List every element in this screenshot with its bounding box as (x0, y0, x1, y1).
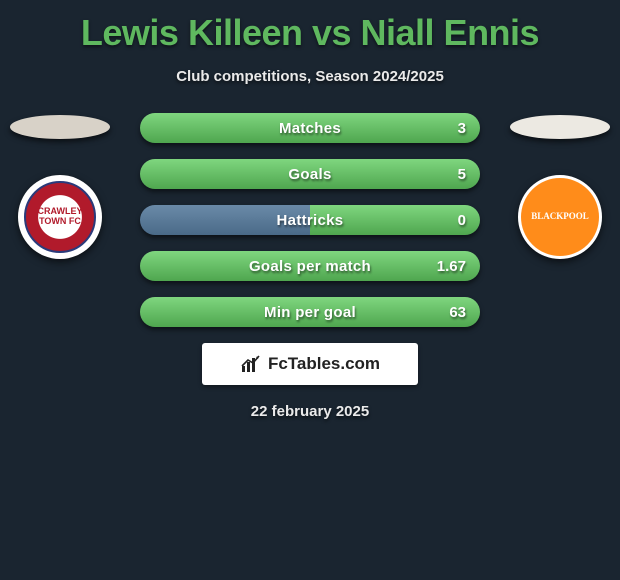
stat-bar-row: Goals5 (140, 159, 480, 189)
stat-bar-row: Min per goal63 (140, 297, 480, 327)
club-badge-left: CRAWLEY TOWN FC (18, 175, 102, 259)
subtitle: Club competitions, Season 2024/2025 (0, 68, 620, 85)
stat-bar-label: Goals per match (140, 251, 480, 281)
stat-bar-label: Goals (140, 159, 480, 189)
comparison-panel: CRAWLEY TOWN FC BLACKPOOL Matches3 Goals5… (0, 113, 620, 327)
stat-bar-label: Matches (140, 113, 480, 143)
stat-bars: Matches3 Goals5 Hattricks0 Goals per match1… (140, 113, 480, 327)
page-title: Lewis Killeen vs Niall Ennis (0, 0, 620, 54)
stat-bar-right-value: 5 (458, 159, 466, 189)
stat-bar-row: Matches3 (140, 113, 480, 143)
chart-icon (240, 354, 262, 374)
stat-bar-right-value: 0 (458, 205, 466, 235)
stat-bar-row: Goals per match1.67 (140, 251, 480, 281)
player-left-column: CRAWLEY TOWN FC (0, 113, 120, 259)
stat-bar-right-value: 1.67 (437, 251, 466, 281)
stat-bar-row: Hattricks0 (140, 205, 480, 235)
stat-bar-right-value: 3 (458, 113, 466, 143)
club-badge-right-label: BLACKPOOL (524, 181, 596, 253)
stat-bar-label: Min per goal (140, 297, 480, 327)
player-right-column: BLACKPOOL (500, 113, 620, 259)
club-badge-left-label: CRAWLEY TOWN FC (24, 181, 96, 253)
brand-footer: FcTables.com (202, 343, 418, 385)
date-label: 22 february 2025 (0, 403, 620, 420)
stat-bar-label: Hattricks (140, 205, 480, 235)
player-left-silhouette (10, 115, 110, 139)
brand-text: FcTables.com (268, 354, 380, 374)
player-right-silhouette (510, 115, 610, 139)
club-badge-right: BLACKPOOL (518, 175, 602, 259)
stat-bar-right-value: 63 (449, 297, 466, 327)
